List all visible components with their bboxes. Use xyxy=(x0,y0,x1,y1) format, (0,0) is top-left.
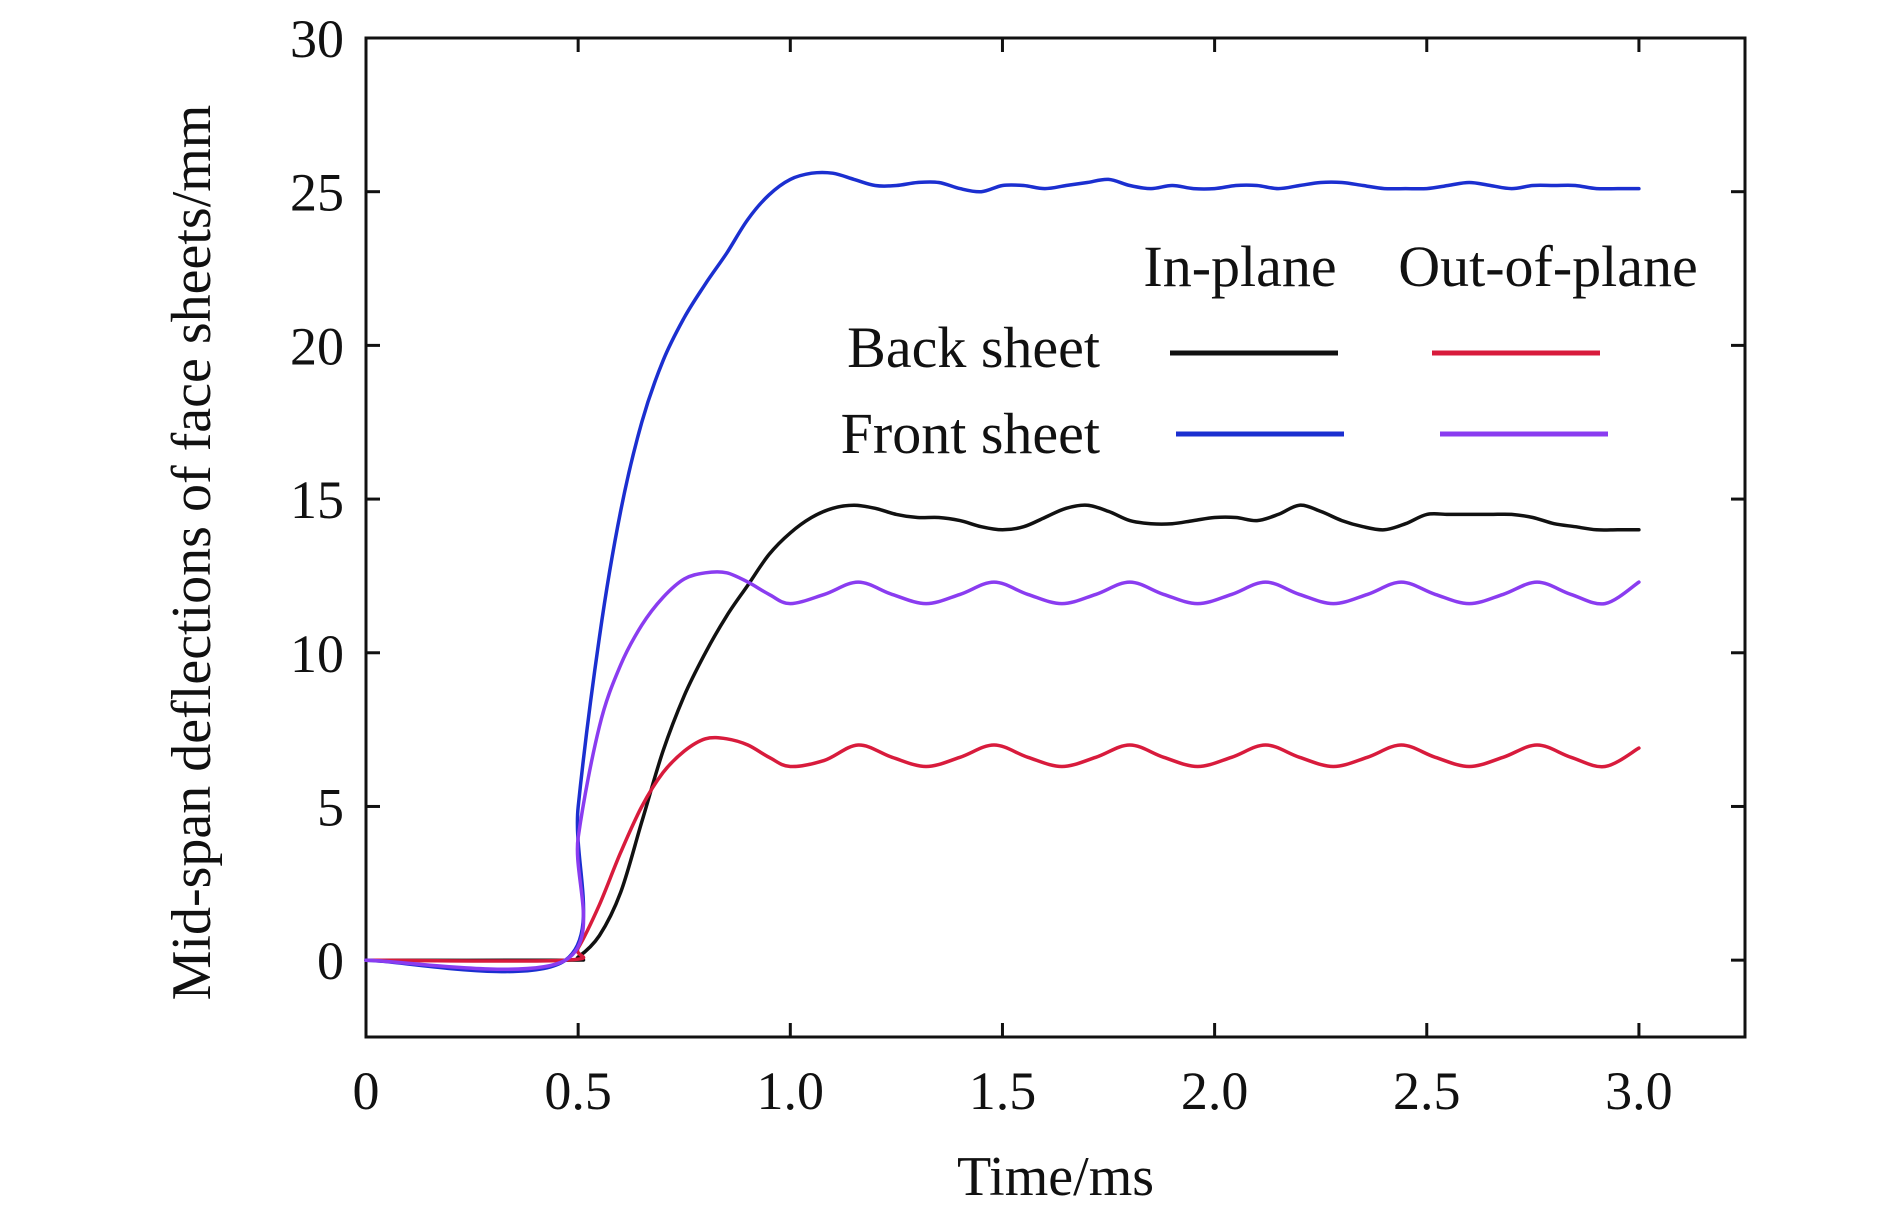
x-tick-label: 1.5 xyxy=(969,1061,1037,1121)
legend-row-back-sheet: Back sheet xyxy=(847,315,1100,380)
x-axis-label: Time/ms xyxy=(957,1146,1154,1208)
x-tick-label: 2.0 xyxy=(1181,1061,1249,1121)
x-tick-label: 2.5 xyxy=(1393,1061,1461,1121)
y-tick-label: 5 xyxy=(317,777,344,837)
y-tick-label: 0 xyxy=(317,931,344,991)
y-tick-label: 25 xyxy=(290,163,344,223)
y-tick-label: 15 xyxy=(290,470,344,530)
series-back-sheet-out-of-plane xyxy=(364,735,1641,963)
y-axis-label: Mid-span deflections of face sheets/mm xyxy=(161,105,223,1001)
ticks-layer: 0 0.5 1.0 1.5 2.0 2.5 3.0 0 5 10 15 20 25 30 xyxy=(290,9,1745,1121)
y-tick-label: 10 xyxy=(290,624,344,684)
legend-header-in-plane: In-plane xyxy=(1143,234,1336,299)
legend-header-out-of-plane: Out-of-plane xyxy=(1398,234,1698,299)
legend-row-front-sheet: Front sheet xyxy=(841,401,1100,466)
y-tick-label: 30 xyxy=(290,9,344,69)
y-tick-label: 20 xyxy=(290,316,344,376)
x-tick-label: 0 xyxy=(353,1061,380,1121)
plot-frame xyxy=(364,36,1747,1039)
x-tick-label: 3.0 xyxy=(1605,1061,1673,1121)
x-tick-label: 1.0 xyxy=(757,1061,825,1121)
series-layer xyxy=(364,170,1641,974)
series-front-sheet-out-of-plane xyxy=(364,570,1641,972)
legend: In-plane Out-of-plane Back sheet Front s… xyxy=(841,234,1698,466)
series-front-sheet-in-plane xyxy=(364,170,1641,974)
series-back-sheet-in-plane xyxy=(364,503,1641,963)
x-tick-label: 0.5 xyxy=(544,1061,612,1121)
